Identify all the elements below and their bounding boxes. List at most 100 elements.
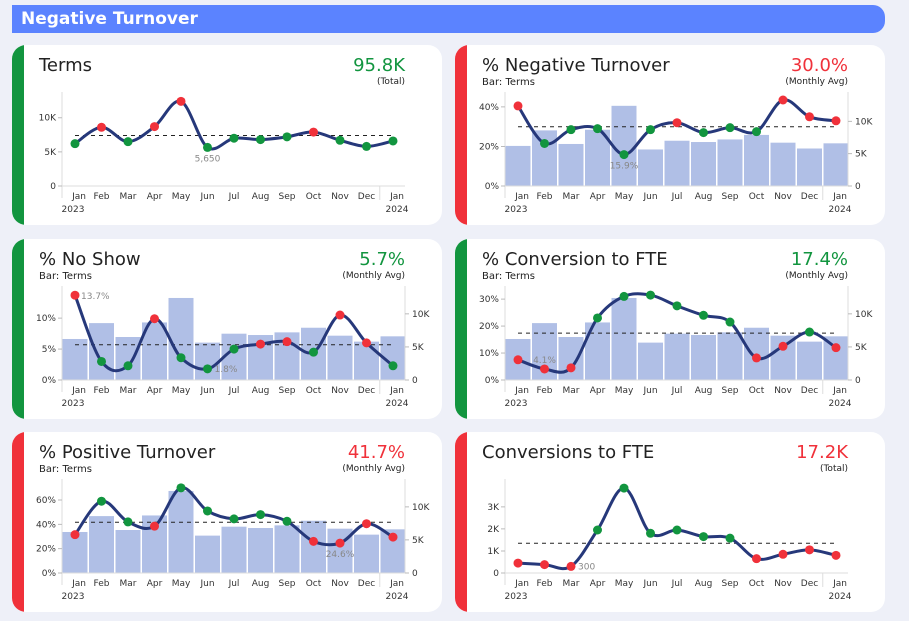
data-point[interactable]	[176, 353, 186, 363]
data-point[interactable]	[540, 364, 549, 374]
data-point[interactable]	[778, 549, 788, 559]
data-point[interactable]	[388, 532, 398, 542]
data-point[interactable]	[672, 118, 682, 128]
data-point[interactable]	[203, 506, 212, 516]
data-point[interactable]	[540, 560, 549, 570]
data-point[interactable]	[672, 301, 682, 311]
data-point[interactable]	[282, 132, 292, 142]
data-point[interactable]	[335, 310, 345, 320]
data-point[interactable]	[593, 313, 602, 323]
data-point[interactable]	[362, 141, 371, 151]
data-point[interactable]	[309, 536, 318, 546]
bar	[532, 130, 557, 186]
data-point[interactable]	[282, 337, 292, 347]
data-point[interactable]	[725, 317, 735, 327]
left-tick-label: 0%	[485, 182, 500, 192]
data-point[interactable]	[805, 327, 814, 337]
data-point[interactable]	[778, 341, 788, 351]
data-point[interactable]	[229, 514, 239, 524]
data-point[interactable]	[831, 343, 841, 353]
data-point[interactable]	[752, 127, 761, 137]
data-point[interactable]	[309, 347, 318, 357]
data-point[interactable]	[513, 558, 523, 568]
data-point[interactable]	[282, 516, 292, 526]
data-point[interactable]	[388, 136, 398, 146]
data-point[interactable]	[513, 355, 523, 365]
month-label: May	[172, 579, 191, 589]
data-point[interactable]	[176, 483, 186, 493]
data-point[interactable]	[752, 554, 761, 564]
bar	[717, 332, 743, 380]
left-tick-label: 2K	[487, 525, 500, 535]
data-point[interactable]	[203, 142, 212, 152]
bar	[664, 333, 690, 380]
data-point[interactable]	[593, 525, 602, 535]
data-point[interactable]	[256, 510, 265, 520]
month-label: Apr	[147, 192, 163, 202]
data-point[interactable]	[805, 112, 814, 122]
data-point[interactable]	[123, 517, 133, 527]
data-point[interactable]	[97, 496, 106, 506]
data-point[interactable]	[619, 291, 629, 301]
data-point[interactable]	[540, 138, 549, 148]
data-point[interactable]	[150, 122, 159, 132]
data-point[interactable]	[229, 133, 239, 143]
right-tick-label: 5K	[855, 150, 868, 160]
data-point[interactable]	[176, 96, 186, 106]
right-tick-label: 0	[412, 569, 418, 579]
data-point[interactable]	[725, 533, 735, 543]
bar	[691, 142, 716, 186]
month-label: Jul	[671, 386, 683, 396]
data-point[interactable]	[752, 353, 761, 363]
month-label: Jun	[642, 579, 657, 589]
data-point[interactable]	[362, 338, 371, 348]
month-label: Sep	[722, 192, 739, 202]
month-label: Jan	[514, 386, 529, 396]
data-point[interactable]	[229, 344, 239, 354]
data-point[interactable]	[97, 356, 106, 366]
month-label: Oct	[306, 579, 322, 589]
bar	[274, 525, 300, 573]
data-point[interactable]	[256, 135, 265, 145]
month-label: Oct	[306, 192, 322, 202]
data-point[interactable]	[699, 532, 708, 542]
data-point[interactable]	[203, 364, 212, 374]
data-point[interactable]	[646, 528, 655, 538]
bar	[664, 140, 690, 186]
data-point[interactable]	[619, 150, 629, 160]
data-point[interactable]	[699, 128, 708, 138]
data-point[interactable]	[566, 363, 576, 373]
data-point[interactable]	[566, 561, 576, 571]
data-point[interactable]	[805, 545, 814, 555]
month-label: Mar	[563, 192, 580, 202]
data-point[interactable]	[513, 101, 523, 111]
data-point[interactable]	[362, 519, 371, 529]
card-subtitle: Bar: Terms	[39, 271, 92, 282]
data-point[interactable]	[150, 521, 159, 531]
data-point[interactable]	[699, 310, 708, 320]
data-point[interactable]	[725, 123, 735, 133]
data-point[interactable]	[388, 361, 398, 371]
data-point[interactable]	[646, 125, 655, 135]
data-point[interactable]	[831, 116, 841, 126]
data-point[interactable]	[778, 95, 788, 105]
data-point[interactable]	[70, 290, 80, 300]
data-point[interactable]	[566, 125, 576, 135]
data-point[interactable]	[70, 530, 80, 540]
data-point[interactable]	[335, 538, 345, 548]
data-point[interactable]	[831, 550, 841, 560]
data-point[interactable]	[123, 361, 133, 371]
data-point[interactable]	[123, 137, 133, 147]
data-point[interactable]	[646, 290, 655, 300]
status-stripe	[455, 45, 467, 225]
kpi-card--positive-turnover: % Positive Turnover Bar: Terms 41.7% (Mo…	[12, 432, 442, 612]
data-point[interactable]	[97, 122, 106, 132]
data-point[interactable]	[150, 314, 159, 324]
data-point[interactable]	[70, 139, 80, 149]
data-point[interactable]	[335, 135, 345, 145]
data-point[interactable]	[672, 525, 682, 535]
data-point[interactable]	[593, 124, 602, 134]
data-point[interactable]	[256, 339, 265, 349]
data-point[interactable]	[309, 127, 318, 137]
data-point[interactable]	[619, 483, 629, 493]
